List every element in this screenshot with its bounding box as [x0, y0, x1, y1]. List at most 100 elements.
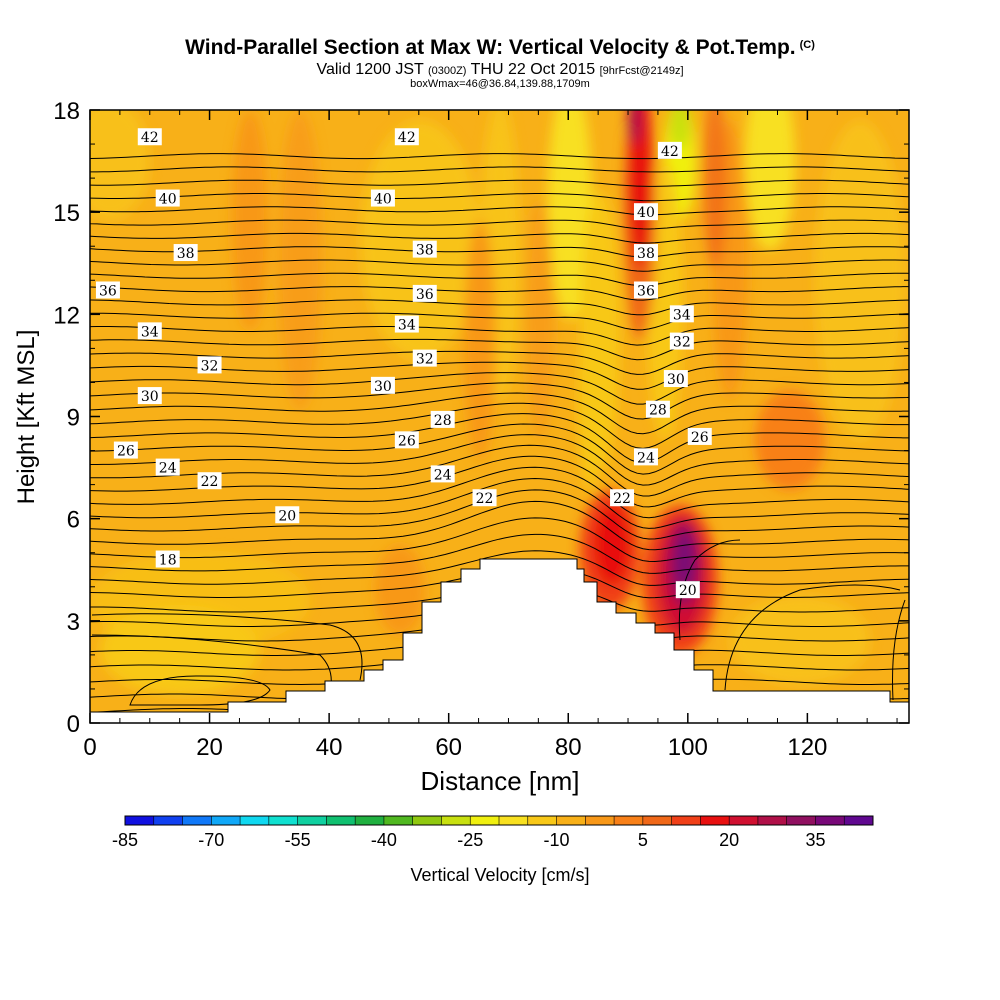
contour-label-text: 30	[667, 372, 685, 388]
theta-isoline	[90, 372, 909, 405]
contour-label-text: 26	[691, 430, 709, 446]
contour-label: 36	[412, 284, 437, 303]
contour-label-text: 20	[278, 508, 296, 524]
contour-label: 26	[113, 441, 138, 460]
contour-label-text: 28	[434, 413, 452, 429]
contour-label: 40	[633, 203, 658, 221]
contour-label-text: 38	[416, 243, 434, 259]
contour-label: 28	[430, 410, 455, 429]
contour-label: 22	[472, 489, 497, 507]
contour-label-text: 30	[374, 379, 392, 395]
colorbar-swatch	[240, 816, 270, 825]
contour-label: 18	[155, 550, 180, 569]
contour-label: 42	[657, 141, 682, 160]
contour-label-text: 22	[201, 474, 219, 490]
colorbar-swatch	[182, 816, 212, 825]
x-tick-label: 100	[668, 734, 708, 761]
contour-label: 24	[430, 465, 455, 483]
contour-label: 24	[633, 448, 658, 466]
theta-isoline	[90, 338, 909, 361]
contour-label: 34	[394, 315, 419, 334]
theta-isoline	[90, 533, 909, 574]
theta-isoline	[90, 434, 909, 486]
y-tick-label: 15	[53, 200, 80, 227]
theta-isoline	[90, 259, 909, 272]
contour-label-text: 42	[398, 130, 416, 146]
colorbar-swatch	[470, 816, 500, 825]
contour-label-text: 34	[398, 318, 416, 334]
x-tick-label: 20	[196, 734, 223, 761]
theta-isoline	[90, 272, 909, 287]
colorbar-swatch	[556, 816, 586, 825]
theta-isoline	[724, 584, 901, 691]
valid-date: THU 22 Oct 2015	[470, 61, 596, 78]
chart-title-text: Wind-Parallel Section at Max W: Vertical…	[185, 36, 796, 59]
theta-isoline	[90, 153, 909, 160]
colorbar-swatch	[412, 816, 442, 825]
theta-isoline	[90, 466, 909, 519]
contour-label: 28	[645, 400, 670, 419]
contour-label-text: 40	[159, 192, 177, 208]
contour-label-text: 30	[141, 389, 159, 405]
contour-label-text: 42	[661, 144, 679, 160]
colorbar-swatch	[527, 816, 557, 825]
contour-label-text: 34	[673, 307, 691, 323]
theta-isoline	[892, 599, 906, 701]
contour-label-text: 42	[141, 130, 159, 146]
theta-isoline	[678, 539, 741, 641]
theta-isoline	[90, 219, 909, 230]
theta-isoline	[91, 634, 332, 691]
contour-label-text: 26	[398, 433, 416, 449]
terrain-mask	[89, 558, 910, 724]
theta-isoline	[90, 193, 909, 202]
colorbar-swatch	[441, 816, 471, 825]
contour-label-text: 40	[374, 192, 392, 208]
y-tick-label: 18	[53, 98, 80, 125]
colorbar-swatch	[297, 816, 327, 825]
contour-label: 34	[669, 305, 694, 323]
colorbar-tick-label: -40	[371, 830, 397, 850]
theta-isoline	[90, 392, 909, 435]
colorbar-tick-label: 35	[805, 830, 825, 850]
contour-label: 20	[275, 506, 300, 524]
contour-label: 26	[394, 431, 419, 449]
theta-isoline	[90, 166, 909, 173]
contour-label-text: 24	[637, 450, 655, 466]
contour-label-text: 32	[673, 335, 691, 351]
contour-label-text: 18	[159, 553, 177, 569]
theta-isoline	[90, 382, 909, 420]
contour-label: 32	[412, 349, 437, 368]
colorbar-tick-label: 20	[719, 830, 739, 850]
contour-label: 32	[197, 356, 222, 374]
contour-label: 40	[370, 189, 395, 208]
y-tick-label: 6	[67, 507, 80, 534]
colorbar-tick-label: -10	[544, 830, 570, 850]
forecast-tag: [9hrFcst@2149z]	[599, 65, 684, 77]
theta-isoline	[90, 550, 909, 586]
theta-isoline	[90, 489, 909, 540]
valid-time-line: Valid 1200 JST (0300Z) THU 22 Oct 2015 […	[0, 61, 1000, 79]
contour-label: 42	[137, 128, 162, 146]
colorbar-swatch	[585, 816, 615, 825]
chart-subtitle: boxWmax=46@36.84,139.88,1709m	[410, 78, 590, 90]
contour-label: 36	[95, 281, 120, 299]
theta-isoline	[90, 326, 909, 346]
y-tick-label: 12	[53, 302, 80, 329]
contour-label-text: 26	[117, 444, 135, 460]
chart-title: Wind-Parallel Section at Max W: Vertical…	[0, 36, 1000, 60]
title-mark: (C)	[799, 39, 815, 51]
colorbar-tick-label: -25	[457, 830, 483, 850]
valid-utc: (0300Z)	[427, 65, 467, 77]
contour-label-text: 24	[434, 467, 452, 483]
colorbar-swatch	[786, 816, 816, 825]
colorbar-label: Vertical Velocity [cm/s]	[410, 865, 589, 885]
theta-isoline	[90, 179, 909, 187]
colorbar: -85 -70 -55 -40 -25 -10 5 20 35	[112, 815, 874, 850]
theta-isoline	[90, 286, 909, 301]
contour-label: 38	[412, 240, 437, 259]
x-axis-label: Distance [nm]	[421, 766, 580, 796]
contour-label: 38	[633, 244, 658, 262]
contour-label: 24	[155, 458, 180, 477]
